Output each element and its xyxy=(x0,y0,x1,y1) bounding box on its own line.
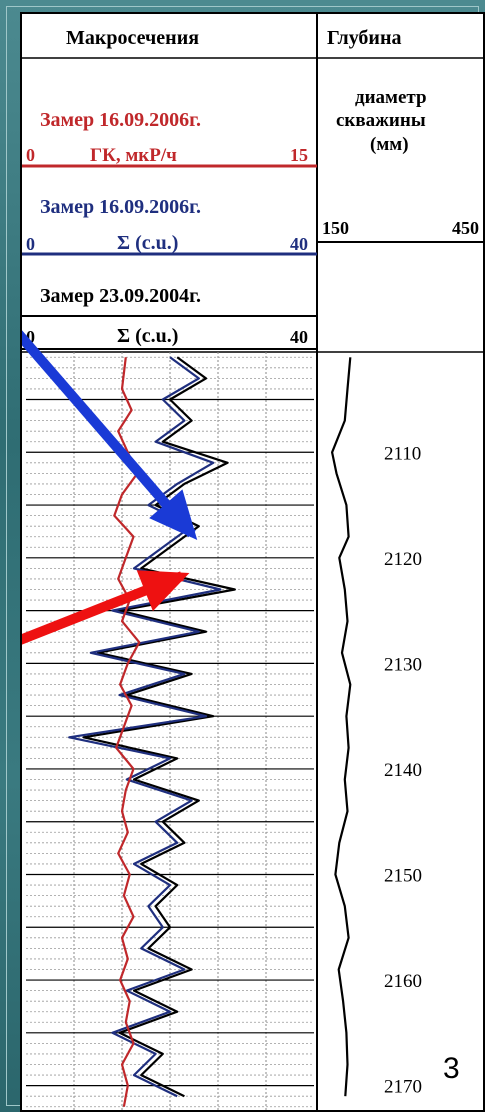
depth-tick-label: 2130 xyxy=(384,654,422,675)
diameter-scale-max: 450 xyxy=(452,218,479,238)
red-arrow-head xyxy=(136,570,190,612)
gamma-ray-curve xyxy=(113,357,141,1107)
track1-curve-label: ГК, мкР/ч xyxy=(90,145,177,166)
depth-tick-label: 2110 xyxy=(384,443,421,464)
diameter-label-line2: скважины xyxy=(336,110,426,131)
track2-scale-max: 40 xyxy=(290,234,308,254)
well-log-panel: Макросечения Глубина диаметр скважины (м… xyxy=(20,12,485,1112)
header-depth: Глубина xyxy=(327,27,402,49)
depth-tick-label: 2140 xyxy=(384,760,422,781)
log-chart: 2110 2120 2130 2140 2150 2160 2170 xyxy=(22,14,483,1110)
caliper-curve xyxy=(331,357,352,1097)
depth-tick-label: 2170 xyxy=(384,1077,422,1098)
track2-scale-min: 0 xyxy=(26,234,35,254)
diameter-scale-min: 150 xyxy=(322,218,349,238)
sigma-2004-curve xyxy=(82,356,236,1098)
track2-date-label: Замер 16.09.2006г. xyxy=(40,196,202,218)
depth-tick-label: 2150 xyxy=(384,866,422,887)
track1-date-label: Замер 16.09.2006г. xyxy=(40,109,202,131)
track3-scale-min: 0 xyxy=(26,327,35,347)
depth-tick-label: 2120 xyxy=(384,549,422,570)
track3-curve-label: Σ (с.u.) xyxy=(117,325,179,347)
header-macrosections: Макросечения xyxy=(66,27,200,49)
diameter-label-line1: диаметр xyxy=(355,87,427,108)
track1-scale-max: 15 xyxy=(290,145,308,165)
diameter-label-line3: (мм) xyxy=(370,134,409,155)
track1-scale-min: 0 xyxy=(26,145,35,165)
track3-scale-max: 40 xyxy=(290,327,308,347)
sigma-2006-curve xyxy=(68,356,222,1098)
track3-date-label: Замер 23.09.2004г. xyxy=(40,285,202,307)
blue-arrow-shaft xyxy=(22,330,196,538)
blue-arrow-head xyxy=(149,489,198,541)
slide-number: 3 xyxy=(443,1052,460,1085)
depth-tick-label: 2160 xyxy=(384,971,422,992)
track2-curve-label: Σ (с.u.) xyxy=(117,232,179,254)
